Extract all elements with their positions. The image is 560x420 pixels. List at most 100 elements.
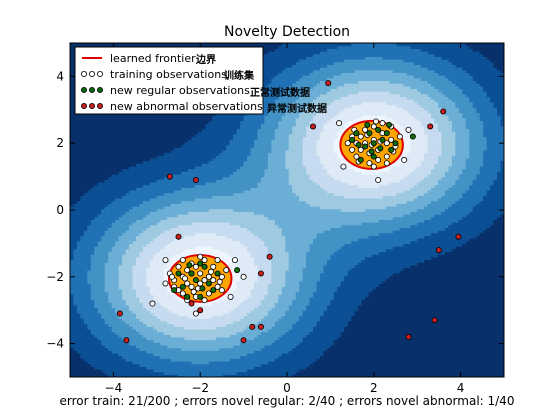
contour-cell — [73, 157, 78, 162]
contour-cell — [115, 251, 120, 255]
contour-cell — [118, 358, 123, 362]
contour-cell — [146, 144, 151, 148]
contour-cell — [115, 192, 120, 196]
contour-cell — [80, 350, 85, 354]
contour-cell — [115, 304, 120, 309]
contour-cell — [108, 168, 113, 172]
contour-cell — [160, 136, 165, 140]
contour-cell — [153, 189, 158, 194]
contour-cell — [129, 304, 134, 309]
contour-cell — [129, 133, 134, 138]
contour-cell — [156, 352, 161, 357]
contour-cell — [108, 294, 113, 298]
contour-cell — [101, 165, 106, 170]
contour-cell — [146, 374, 151, 377]
contour-cell — [163, 326, 168, 330]
contour-cell — [167, 157, 172, 162]
contour-cell — [156, 366, 161, 370]
contour-cell — [94, 157, 99, 162]
contour-cell — [90, 336, 95, 341]
contour-cell — [70, 331, 75, 335]
contour-cell — [125, 320, 130, 325]
contour-cell — [132, 197, 137, 202]
contour-cell — [156, 310, 161, 314]
contour-cell — [108, 278, 113, 282]
contour-cell — [108, 211, 113, 215]
contour-cell — [156, 120, 161, 124]
contour-cell — [97, 304, 102, 309]
contour-cell — [111, 299, 116, 303]
contour-cell — [97, 115, 102, 119]
contour-cell — [163, 197, 168, 202]
contour-cell — [73, 136, 78, 140]
contour-cell — [142, 152, 147, 156]
contour-cell — [70, 334, 75, 338]
contour-cell — [80, 347, 85, 351]
contour-cell — [70, 310, 75, 314]
contour-cell — [132, 358, 137, 362]
contour-cell — [83, 123, 88, 127]
contour-cell — [83, 205, 88, 210]
contour-cell — [118, 173, 123, 178]
contour-cell — [163, 347, 168, 351]
contour-cell — [118, 259, 123, 263]
contour-cell — [108, 256, 113, 261]
contour-cell — [139, 173, 144, 178]
contour-cell — [83, 195, 88, 199]
contour-cell — [87, 157, 92, 162]
contour-cell — [125, 141, 130, 146]
contour-cell — [70, 139, 75, 143]
contour-cell — [125, 208, 130, 212]
contour-cell — [70, 109, 75, 114]
contour-cell — [156, 304, 161, 309]
contour-cell — [163, 342, 168, 346]
contour-cell — [118, 179, 123, 183]
contour-cell — [146, 264, 151, 269]
contour-cell — [170, 336, 175, 341]
contour-cell — [101, 224, 106, 228]
contour-cell — [87, 288, 92, 293]
contour-cell — [111, 200, 116, 204]
contour-cell — [73, 312, 78, 317]
contour-cell — [94, 355, 99, 359]
contour-cell — [73, 139, 78, 143]
contour-cell — [163, 125, 168, 130]
contour-cell — [160, 157, 165, 162]
contour-cell — [73, 259, 78, 263]
contour-cell — [101, 160, 106, 164]
contour-cell — [135, 203, 141, 207]
contour-cell — [97, 222, 102, 226]
contour-cell — [139, 139, 144, 143]
contour-cell — [149, 165, 154, 170]
contour-cell — [129, 299, 134, 303]
contour-cell — [73, 214, 78, 218]
contour-cell — [76, 299, 82, 303]
contour-cell — [76, 123, 82, 127]
contour-cell — [142, 165, 147, 170]
contour-cell — [153, 272, 158, 277]
contour-cell — [73, 302, 78, 306]
contour-cell — [73, 371, 78, 375]
contour-cell — [80, 326, 85, 330]
contour-cell — [73, 299, 78, 303]
contour-cell — [115, 224, 120, 228]
contour-cell — [115, 200, 120, 204]
contour-cell — [73, 43, 78, 47]
contour-cell — [139, 168, 144, 172]
contour-cell — [135, 141, 141, 146]
contour-cell — [122, 120, 127, 124]
contour-cell — [80, 264, 85, 269]
contour-cell — [111, 310, 116, 314]
contour-cell — [156, 344, 161, 349]
contour-cell — [146, 323, 151, 327]
contour-cell — [156, 232, 161, 236]
contour-cell — [132, 344, 137, 349]
contour-cell — [80, 136, 85, 140]
contour-cell — [153, 304, 158, 309]
contour-cell — [153, 117, 158, 122]
contour-cell — [135, 184, 141, 188]
contour-cell — [156, 315, 161, 319]
contour-cell — [80, 371, 85, 375]
contour-cell — [118, 200, 123, 204]
contour-cell — [156, 336, 161, 341]
